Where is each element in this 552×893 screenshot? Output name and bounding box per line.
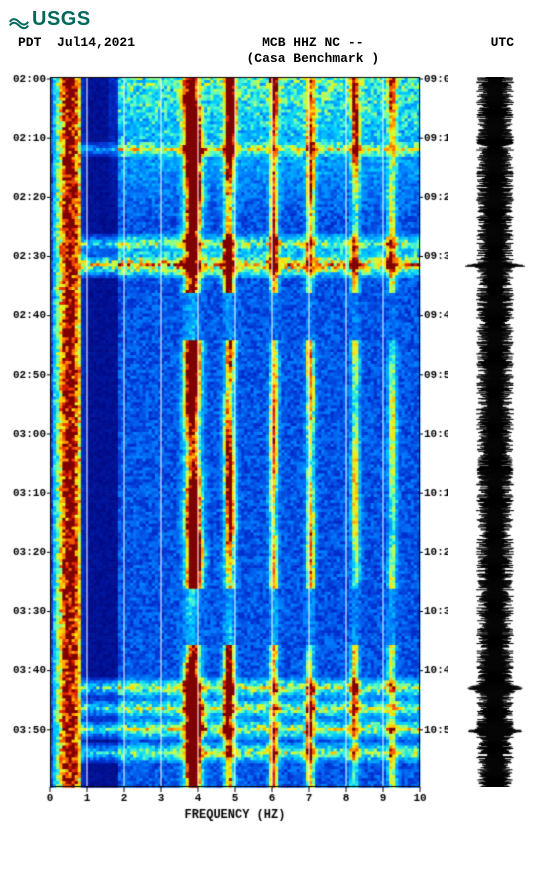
right-tz: UTC	[491, 35, 514, 66]
usgs-logo-text: USGS	[32, 8, 91, 31]
waveform-canvas	[460, 77, 530, 787]
station-line1: MCB HHZ NC --	[247, 35, 380, 51]
usgs-logo: USGS	[8, 8, 544, 31]
usgs-wave-icon	[8, 9, 30, 31]
station-line2: (Casa Benchmark )	[247, 51, 380, 67]
spectrogram-panel	[8, 72, 448, 852]
left-tz: PDT	[18, 35, 41, 50]
waveform-panel	[460, 77, 530, 787]
header-center: MCB HHZ NC -- (Casa Benchmark )	[247, 35, 380, 66]
chart-header: PDT Jul14,2021 MCB HHZ NC -- (Casa Bench…	[8, 31, 544, 72]
header-left: PDT Jul14,2021	[18, 35, 135, 66]
spectrogram-canvas	[8, 72, 448, 852]
header-date: Jul14,2021	[57, 35, 135, 50]
